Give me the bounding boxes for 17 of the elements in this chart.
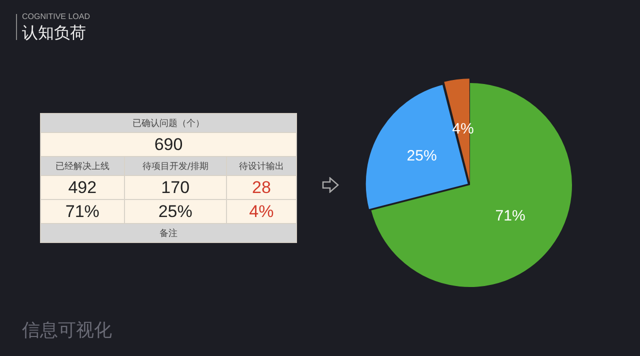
- data-label: 25%: [406, 148, 437, 165]
- text: 已经解决上线: [40, 156, 124, 176]
- text: 待设计输出: [226, 156, 296, 176]
- text: COGNITIVE LOAD: [22, 12, 90, 21]
- text: 28: [226, 176, 296, 200]
- text: 170: [124, 176, 226, 200]
- text: 690: [40, 132, 296, 156]
- text: 认知负荷: [22, 23, 86, 44]
- text: 备注: [40, 224, 296, 242]
- text: 4%: [249, 202, 274, 220]
- text: 已确认问题（个）: [40, 114, 296, 132]
- text: 待项目开发/排期: [124, 156, 226, 176]
- text: 25%: [158, 202, 192, 220]
- text: 信息可视化: [22, 319, 112, 342]
- data-label: 71%: [495, 207, 526, 224]
- text: 492: [40, 176, 124, 200]
- text: 71%: [65, 202, 100, 220]
